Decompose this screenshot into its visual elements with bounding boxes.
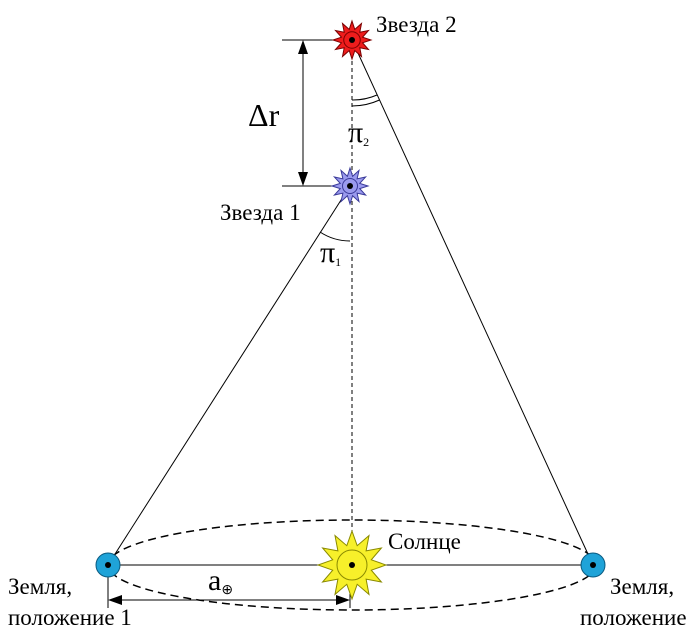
star1-label: Звезда 1	[220, 200, 301, 225]
point	[347, 183, 353, 189]
point	[349, 37, 355, 43]
angle-arc-1	[319, 231, 351, 242]
pi2-label: π2	[348, 116, 369, 149]
earth2-label: положение 2	[580, 605, 693, 630]
point	[590, 562, 596, 568]
earth1-label: Земля,	[8, 574, 72, 599]
semi-axis-label: a⊕	[208, 564, 233, 598]
point	[349, 562, 355, 568]
delta-r-label: Δr	[248, 97, 280, 133]
earth2-label: Земля,	[610, 574, 674, 599]
subscript: ⊕	[221, 583, 233, 598]
star2-label: Звезда 2	[376, 12, 457, 37]
symbol: a	[208, 564, 221, 597]
angle-arc-2	[351, 94, 380, 107]
pi1-label: π1	[320, 236, 341, 269]
bodies	[316, 19, 388, 601]
point	[105, 562, 111, 568]
earth1-label: положение 1	[8, 605, 132, 630]
sun-label: Солнце	[388, 529, 461, 554]
symbol: π	[320, 236, 335, 269]
sight-line-1	[107, 185, 351, 566]
subscript: 1	[335, 255, 341, 269]
sight-line-2	[351, 39, 594, 566]
subscript: 2	[363, 135, 369, 149]
symbol: π	[348, 116, 363, 149]
